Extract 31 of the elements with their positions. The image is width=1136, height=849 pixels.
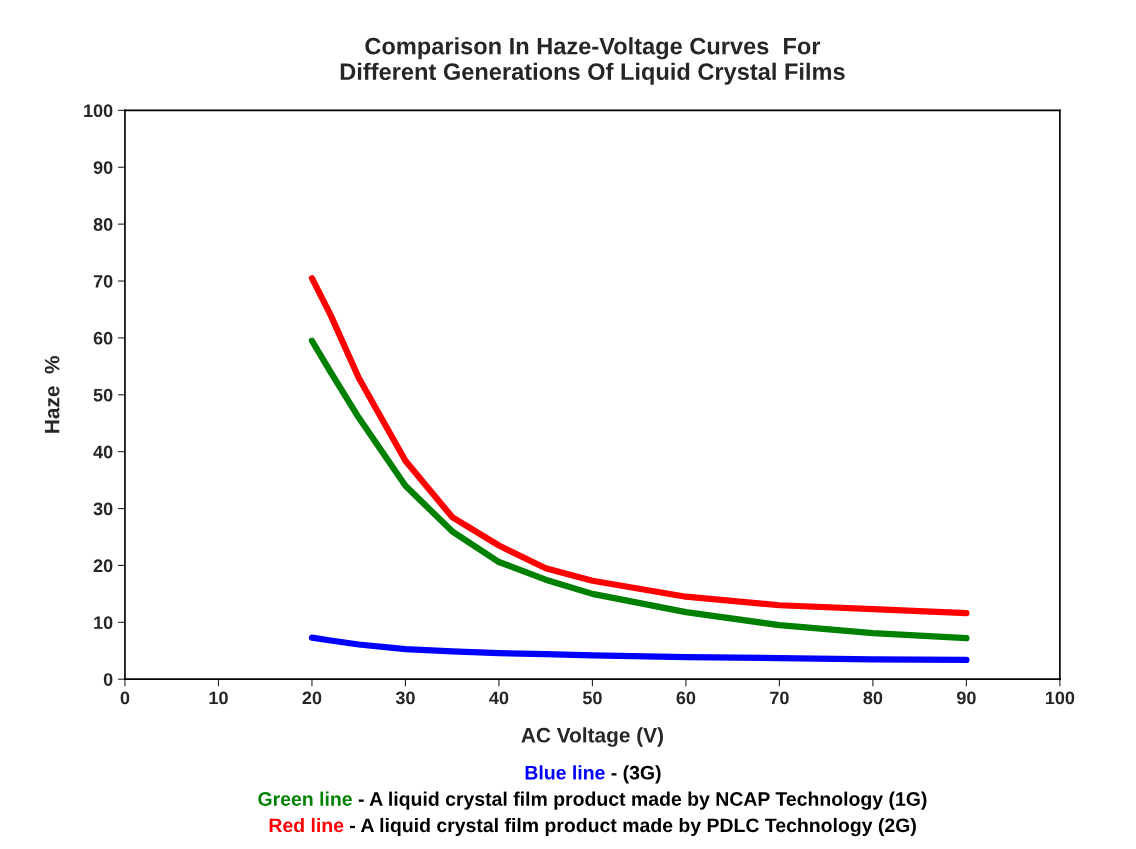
y-tick-label: 80 <box>93 218 113 231</box>
text: Red line <box>269 817 344 833</box>
x-tick-label: 0 <box>120 691 130 705</box>
x-tick-label: 40 <box>489 691 509 705</box>
text: Blue line <box>525 765 605 780</box>
y-tick-label: 60 <box>93 331 113 345</box>
y-tick-label: 40 <box>93 445 113 459</box>
text: - A liquid crystal film product made by NCAP Technology (1G) <box>358 791 927 810</box>
y-tick-label: 70 <box>93 274 113 288</box>
y-tick-label: 100 <box>84 104 113 118</box>
text: Green line <box>258 791 352 806</box>
x-axis-title: AC Voltage (V) <box>521 727 663 747</box>
x-tick-label: 60 <box>676 691 696 705</box>
x-tick-label: 100 <box>1045 691 1075 705</box>
x-tick-label: 20 <box>302 691 322 705</box>
y-axis-title: Haze % <box>44 355 60 433</box>
x-tick-label: 10 <box>209 691 228 705</box>
text: - (3G) <box>611 765 661 784</box>
y-tick-label: 90 <box>93 161 113 174</box>
y-tick-label: 50 <box>93 388 113 402</box>
y-tick-label: 20 <box>93 559 113 573</box>
x-tick-label: 80 <box>863 691 883 705</box>
text: - A liquid crystal film product made by PDLC Technology (2G) <box>350 817 916 837</box>
x-tick-label: 30 <box>395 691 415 705</box>
y-tick-label: 10 <box>94 616 113 630</box>
chart-title: Comparison In Haze-Voltage Curves For Different Generations Of Liquid Crystal Films <box>340 37 845 85</box>
x-tick-label: 90 <box>956 691 976 705</box>
y-tick-label: 30 <box>93 502 113 516</box>
x-tick-label: 70 <box>770 691 789 705</box>
y-tick-label: 0 <box>103 673 113 686</box>
x-tick-label: 50 <box>582 691 602 705</box>
